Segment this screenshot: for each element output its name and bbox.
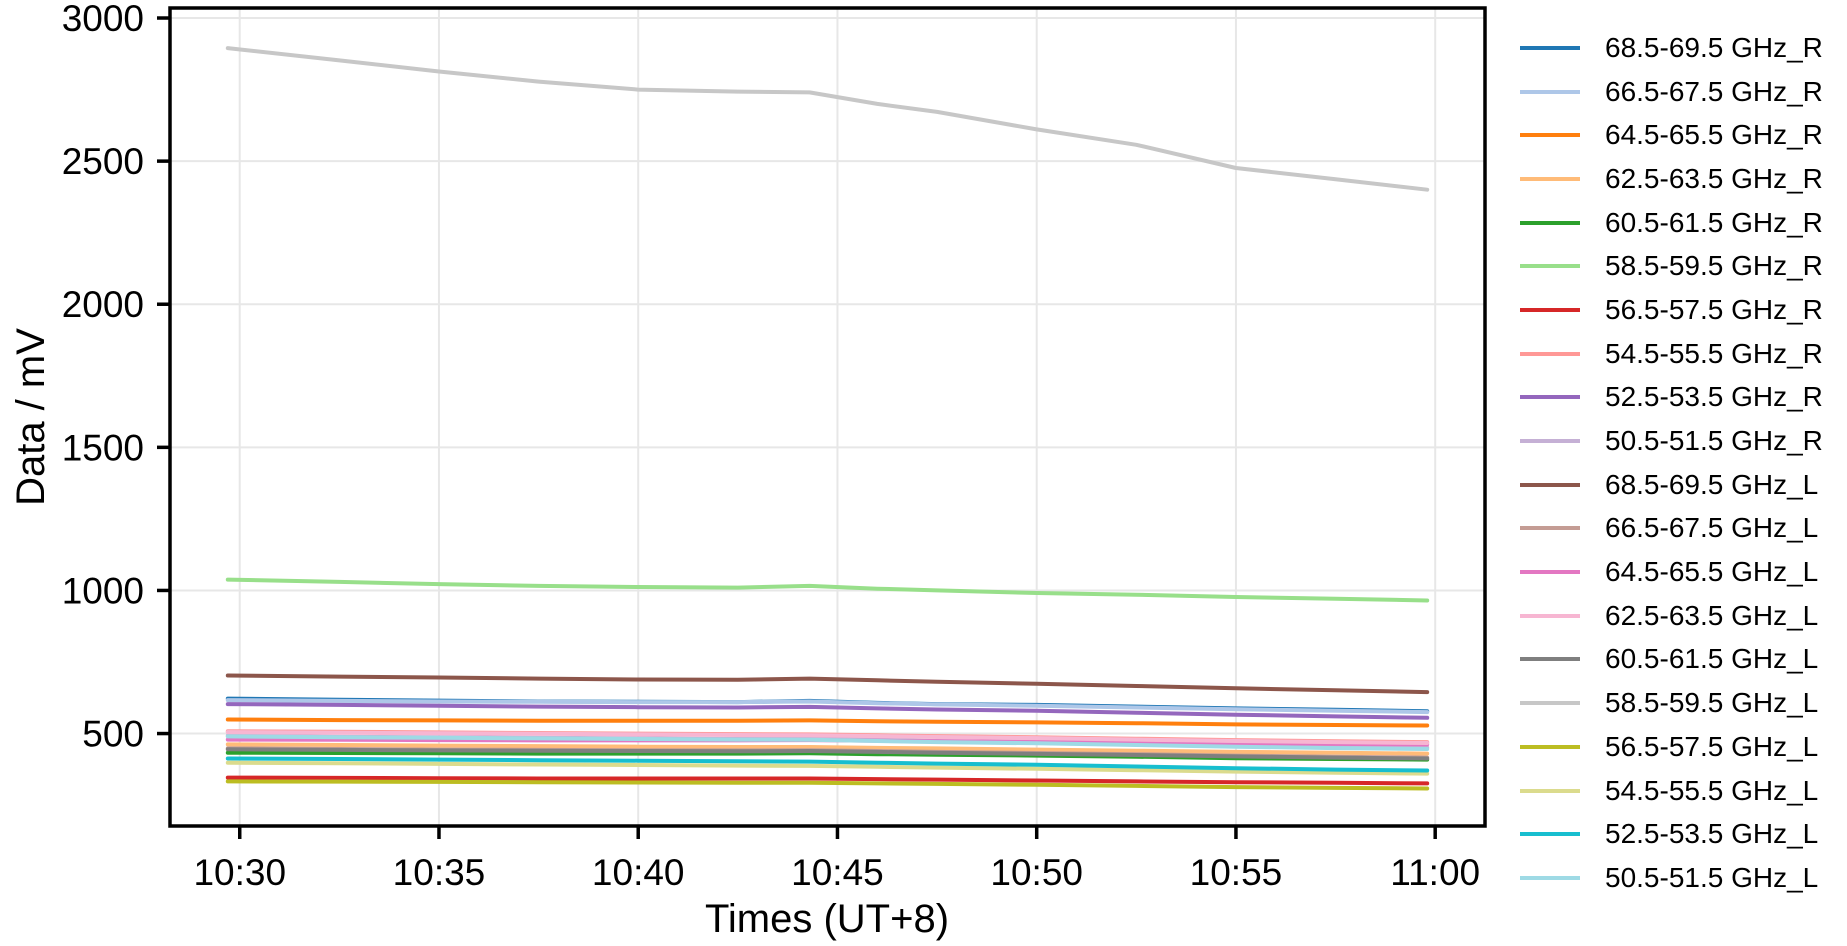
legend-label: 52.5-53.5 GHz_R	[1605, 381, 1823, 413]
legend-item: 52.5-53.5 GHz_R	[1505, 376, 1847, 420]
legend-swatch	[1520, 45, 1580, 50]
legend-swatch	[1520, 570, 1580, 575]
x-tick-label: 10:35	[393, 852, 486, 893]
series-line	[225, 756, 1430, 773]
legend-label: 62.5-63.5 GHz_L	[1605, 599, 1819, 631]
legend-swatch	[1520, 657, 1580, 662]
legend-item: 64.5-65.5 GHz_L	[1505, 550, 1847, 594]
legend-item: 66.5-67.5 GHz_L	[1505, 507, 1847, 551]
y-tick-label: 1000	[62, 570, 144, 611]
series-line	[225, 702, 1430, 720]
legend-swatch	[1520, 89, 1580, 94]
x-tick-label: 10:55	[1190, 852, 1283, 893]
legend-item: 58.5-59.5 GHz_R	[1505, 244, 1847, 288]
legend-swatch	[1520, 176, 1580, 181]
series-line	[225, 760, 1430, 776]
y-tick-label: 1500	[62, 427, 144, 468]
legend-item: 54.5-55.5 GHz_R	[1505, 332, 1847, 376]
legend-item: 58.5-59.5 GHz_L	[1505, 681, 1847, 725]
legend-label: 68.5-69.5 GHz_L	[1605, 468, 1819, 500]
series-line	[225, 742, 1430, 756]
legend-item: 68.5-69.5 GHz_R	[1505, 26, 1847, 70]
legend-swatch	[1520, 701, 1580, 706]
series-line	[225, 779, 1430, 791]
y-tick-label: 500	[82, 714, 144, 755]
legend-label: 66.5-67.5 GHz_L	[1605, 512, 1819, 544]
series-line	[225, 698, 1430, 715]
series-layer	[225, 46, 1430, 791]
legend-swatch	[1520, 744, 1580, 749]
legend-item: 50.5-51.5 GHz_R	[1505, 419, 1847, 463]
x-tick-label: 10:45	[791, 852, 884, 893]
legend-item: 50.5-51.5 GHz_L	[1505, 856, 1847, 900]
series-line	[225, 775, 1430, 786]
series-line	[225, 730, 1430, 745]
y-axis-label: Data / mV	[9, 328, 53, 506]
legend-item: 68.5-69.5 GHz_L	[1505, 463, 1847, 507]
legend-swatch	[1520, 220, 1580, 225]
series-line	[225, 747, 1430, 761]
legend-label: 66.5-67.5 GHz_R	[1605, 75, 1823, 107]
legend-item: 56.5-57.5 GHz_R	[1505, 288, 1847, 332]
legend: 68.5-69.5 GHz_R 66.5-67.5 GHz_R 64.5-65.5 …	[1505, 26, 1847, 900]
legend-item: 64.5-65.5 GHz_R	[1505, 113, 1847, 157]
legend-swatch	[1520, 133, 1580, 138]
legend-label: 68.5-69.5 GHz_R	[1605, 31, 1823, 63]
y-tick-label: 2500	[62, 141, 144, 182]
legend-item: 54.5-55.5 GHz_L	[1505, 769, 1847, 813]
legend-label: 64.5-65.5 GHz_R	[1605, 119, 1823, 151]
legend-label: 54.5-55.5 GHz_R	[1605, 337, 1823, 369]
y-tick-label: 2000	[62, 284, 144, 325]
legend-swatch	[1520, 482, 1580, 487]
grid-layer	[170, 8, 1485, 826]
legend-label: 60.5-61.5 GHz_L	[1605, 643, 1819, 675]
legend-item: 52.5-53.5 GHz_L	[1505, 812, 1847, 856]
legend-label: 60.5-61.5 GHz_R	[1605, 206, 1823, 238]
legend-label: 56.5-57.5 GHz_R	[1605, 293, 1823, 325]
legend-label: 54.5-55.5 GHz_L	[1605, 774, 1819, 806]
legend-item: 60.5-61.5 GHz_R	[1505, 201, 1847, 245]
legend-item: 66.5-67.5 GHz_R	[1505, 70, 1847, 114]
legend-item: 62.5-63.5 GHz_L	[1505, 594, 1847, 638]
legend-swatch	[1520, 526, 1580, 531]
x-tick-label: 10:40	[592, 852, 685, 893]
legend-swatch	[1520, 788, 1580, 793]
plot-border	[168, 6, 1487, 828]
series-line	[225, 46, 1430, 192]
legend-label: 58.5-59.5 GHz_R	[1605, 250, 1823, 282]
series-line	[225, 734, 1430, 751]
series-line	[225, 673, 1430, 695]
legend-item: 62.5-63.5 GHz_R	[1505, 157, 1847, 201]
series-line	[225, 717, 1430, 728]
legend-swatch	[1520, 351, 1580, 356]
legend-label: 50.5-51.5 GHz_R	[1605, 425, 1823, 457]
legend-item: 60.5-61.5 GHz_L	[1505, 638, 1847, 682]
legend-label: 58.5-59.5 GHz_L	[1605, 687, 1819, 719]
legend-swatch	[1520, 439, 1580, 444]
legend-swatch	[1520, 307, 1580, 312]
legend-swatch	[1520, 395, 1580, 400]
series-line	[225, 577, 1430, 603]
y-tick-label: 3000	[62, 0, 144, 39]
axes-layer: 10:30 10:35 10:40 10:45 10:50 10:55 11:00 500 10…	[62, 0, 1487, 893]
legend-label: 64.5-65.5 GHz_L	[1605, 556, 1819, 588]
legend-label: 62.5-63.5 GHz_R	[1605, 162, 1823, 194]
x-tick-label: 10:30	[193, 852, 286, 893]
legend-swatch	[1520, 613, 1580, 618]
legend-swatch	[1520, 875, 1580, 880]
x-tick-label: 11:00	[1390, 852, 1480, 893]
legend-swatch	[1520, 264, 1580, 269]
x-axis-label: Times (UT+8)	[705, 897, 949, 941]
legend-swatch	[1520, 832, 1580, 837]
legend-label: 52.5-53.5 GHz_L	[1605, 818, 1819, 850]
legend-item: 56.5-57.5 GHz_L	[1505, 725, 1847, 769]
legend-label: 56.5-57.5 GHz_L	[1605, 730, 1819, 762]
legend-label: 50.5-51.5 GHz_L	[1605, 861, 1819, 893]
x-tick-label: 10:50	[990, 852, 1083, 893]
